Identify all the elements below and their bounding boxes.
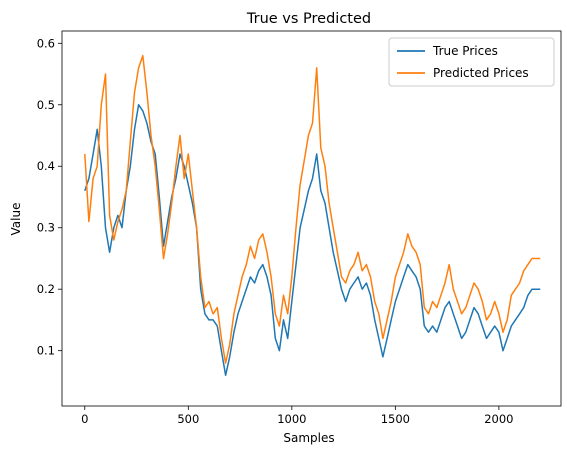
plot-area: 0 500 1000 1500 2000 0.1 0.2 0.3 0.4 0.5 0.6 bbox=[37, 30, 562, 426]
y-tick-label: 0.1 bbox=[37, 344, 55, 358]
series-line-predicted-prices bbox=[84, 54, 541, 364]
plot-frame bbox=[61, 30, 562, 407]
legend-label-predicted-prices: Predicted Prices bbox=[433, 66, 529, 80]
x-tick-label: 0 bbox=[81, 412, 88, 426]
y-tick-label: 0.2 bbox=[37, 282, 55, 296]
x-tick-label: 2000 bbox=[484, 412, 513, 426]
y-tick-label: 0.5 bbox=[37, 98, 55, 112]
x-axis-label: Samples bbox=[283, 431, 334, 445]
x-tick-label: 500 bbox=[177, 412, 199, 426]
series-line-true-prices bbox=[84, 104, 541, 377]
legend-label-true-prices: True Prices bbox=[432, 44, 498, 58]
y-axis-label: Value bbox=[9, 203, 23, 236]
x-tick-label: 1500 bbox=[381, 412, 410, 426]
y-tick-label: 0.6 bbox=[37, 36, 55, 50]
y-tick-label: 0.4 bbox=[37, 159, 55, 173]
y-tick-label: 0.3 bbox=[37, 221, 55, 235]
chart-title: True vs Predicted bbox=[246, 11, 371, 27]
legend-box bbox=[388, 37, 555, 87]
legend: True Prices Predicted Prices bbox=[388, 37, 555, 87]
x-tick-label: 1000 bbox=[277, 412, 306, 426]
